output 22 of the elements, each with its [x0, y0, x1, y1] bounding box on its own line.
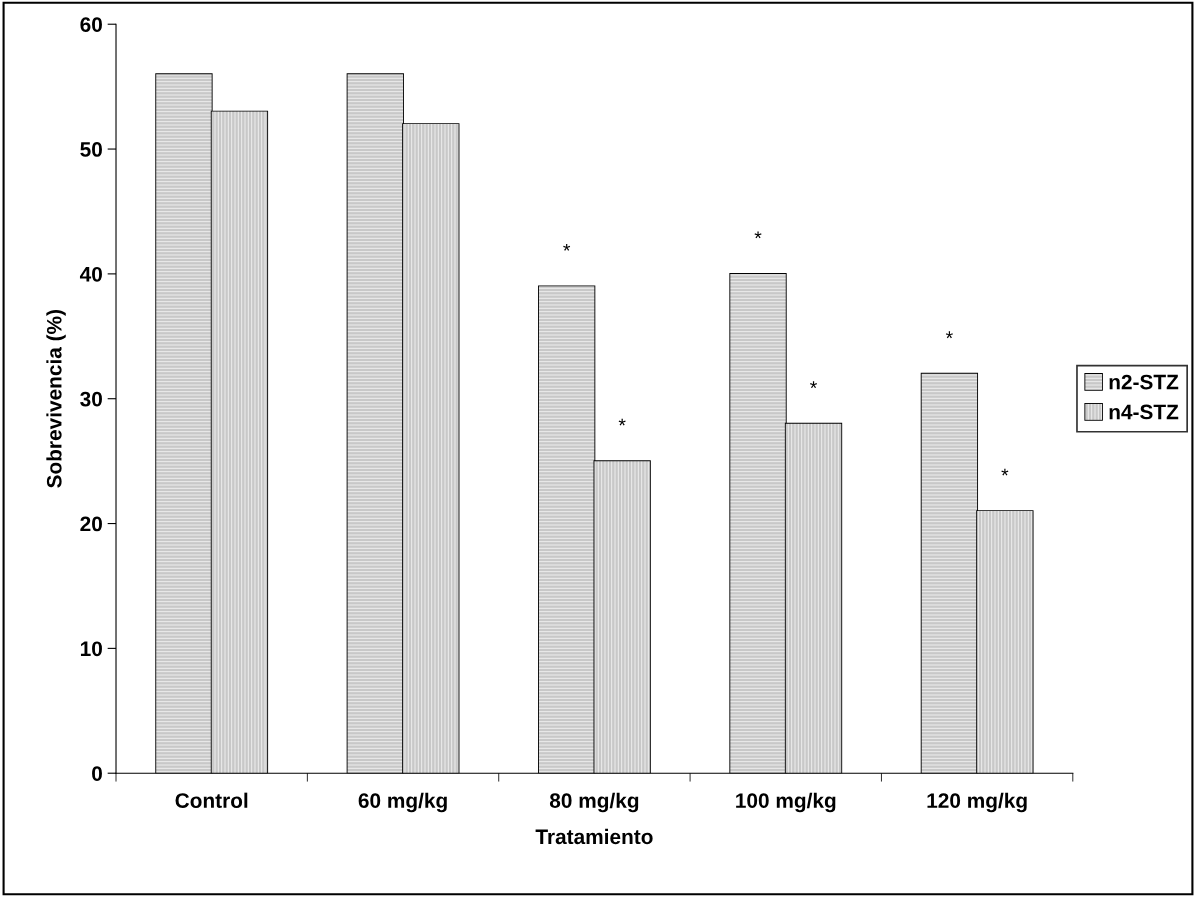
- annotation: *: [945, 331, 953, 339]
- x-tick-label: 120 mg/kg: [927, 792, 1027, 813]
- y-tick-label: 0: [92, 766, 102, 781]
- annotation: *: [754, 231, 762, 239]
- x-tick-label: 100 mg/kg: [736, 792, 836, 813]
- annotation: *: [618, 418, 626, 426]
- y-axis-title: Sobrevivencia (%): [46, 310, 66, 488]
- y-tick-label: 10: [80, 641, 102, 657]
- annotation: *: [810, 381, 817, 389]
- y-tick-label: 60: [80, 17, 102, 32]
- x-tick-label: 60 mg/kg: [358, 792, 447, 813]
- legend-label: n4-STZ: [1109, 404, 1179, 420]
- y-tick-label: 50: [80, 142, 102, 157]
- x-tick-label: 80 mg/kg: [549, 792, 639, 813]
- y-tick-label: 40: [79, 266, 102, 282]
- annotation: *: [563, 243, 571, 251]
- x-axis-title: Tratamiento: [535, 828, 653, 845]
- legend-label: n2-STZ: [1109, 374, 1179, 390]
- y-tick-label: 30: [80, 391, 102, 407]
- annotation: *: [1001, 468, 1009, 476]
- y-tick-label: 20: [80, 516, 102, 532]
- x-tick-label: Control: [175, 792, 248, 808]
